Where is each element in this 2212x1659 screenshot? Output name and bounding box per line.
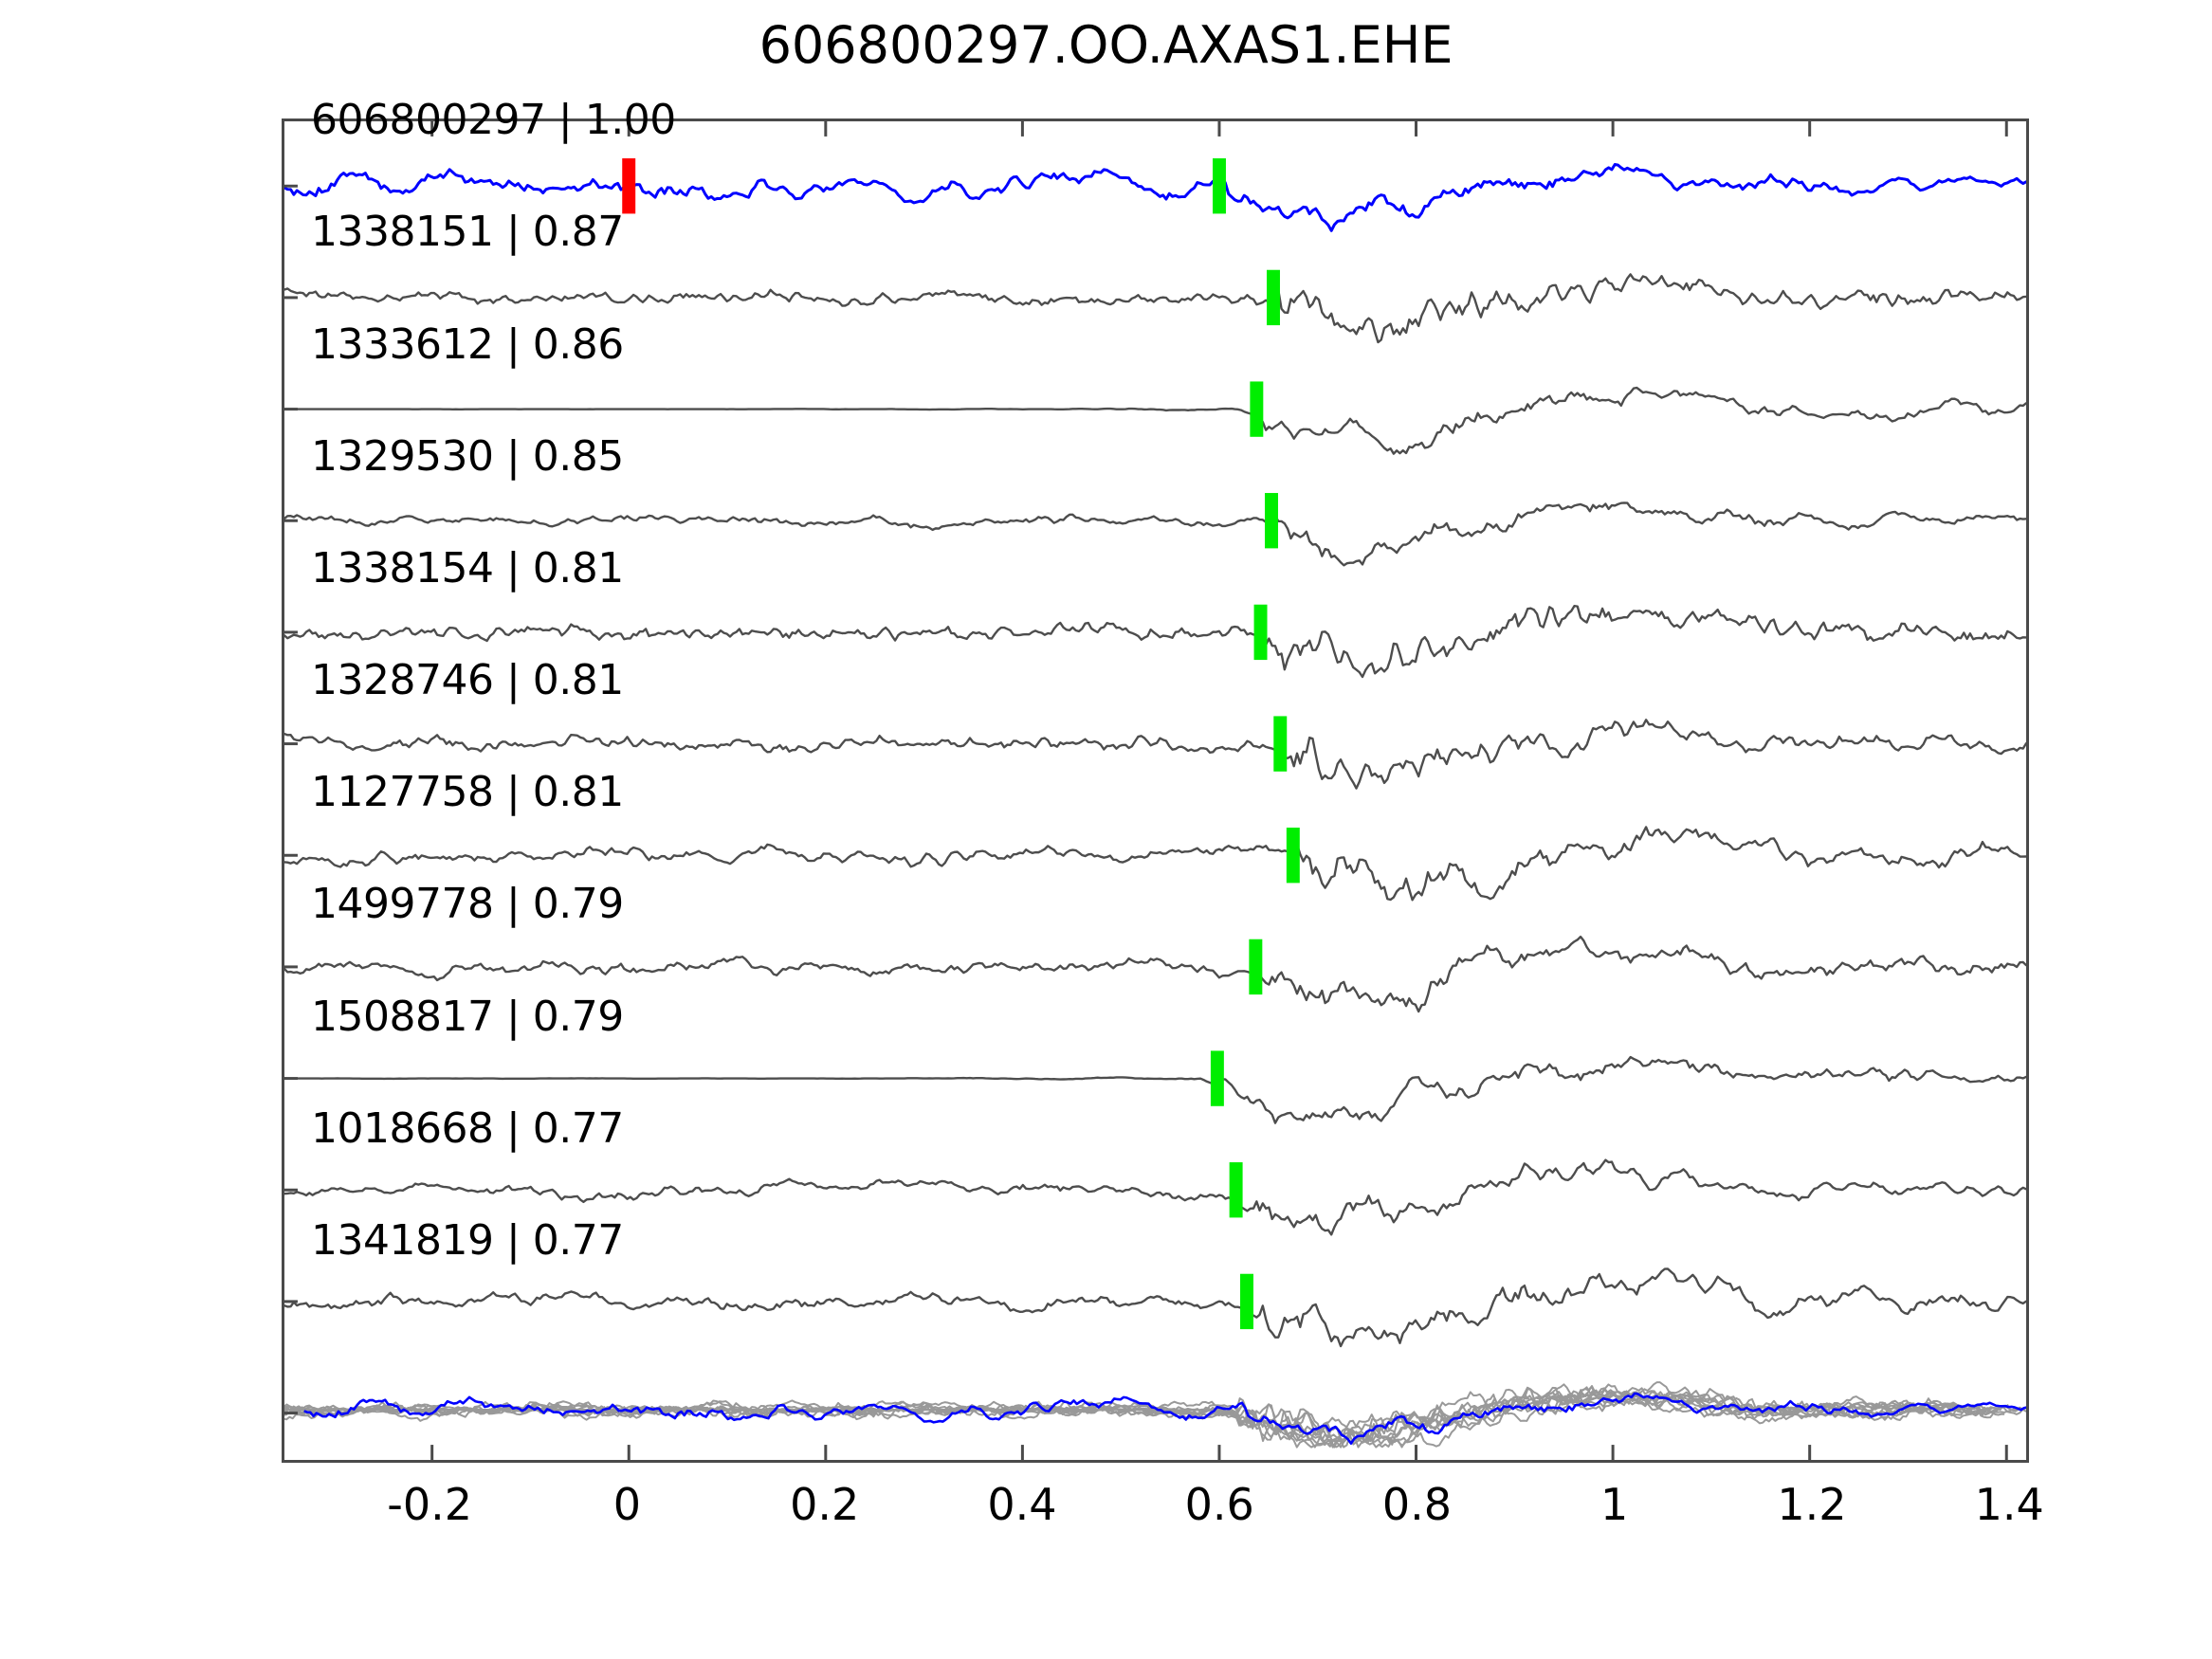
- detection-waveform: [284, 935, 2026, 1013]
- detection-pick-marker: [1273, 716, 1288, 772]
- trace-label: 1338154 | 0.81: [311, 543, 624, 592]
- detection-waveform: [284, 1158, 2026, 1236]
- detection-waveform: [284, 1267, 2026, 1348]
- detection-waveform: [284, 719, 2026, 790]
- template-pick-marker: [622, 158, 636, 214]
- stacked-template-waveform: [303, 1392, 2026, 1445]
- detection-pick-marker: [1249, 939, 1263, 995]
- trace-label: 1338151 | 0.87: [311, 208, 624, 257]
- stacked-detection-waveform: [284, 1381, 2020, 1449]
- trace-label: 1018668 | 0.77: [311, 1103, 624, 1153]
- trace-label: 1329530 | 0.85: [311, 431, 624, 481]
- x-axis-tick-labels: -0.2 0 0.2 0.4 0.6 0.8 1 1.2 1.4: [0, 1479, 2212, 1555]
- detection-pick-marker: [1267, 269, 1280, 326]
- trace-label: 1499778 | 0.79: [311, 880, 624, 929]
- waveform-canvas: [284, 121, 2026, 1460]
- detection-pick-marker: [1286, 828, 1300, 884]
- trace-label: 1341819 | 0.77: [311, 1215, 624, 1265]
- x-axis-tick-label: -0.2: [387, 1479, 473, 1530]
- x-axis-tick-label: 0.2: [790, 1479, 860, 1530]
- plot-axes: 606800297 | 1.00 1338151 | 0.87 1333612 | …: [282, 96, 2029, 1463]
- detection-waveform: [284, 273, 2026, 344]
- detection-pick-marker: [1229, 1162, 1243, 1218]
- template-waveform: [284, 163, 2026, 232]
- trace-label: 1333612 | 0.86: [311, 319, 624, 369]
- trace-label: 606800297 | 1.00: [311, 96, 676, 145]
- page-title: 606800297.OO.AXAS1.EHE: [759, 15, 1453, 75]
- detection-pick-marker: [1265, 493, 1278, 549]
- detection-waveform: [284, 826, 2026, 902]
- detection-waveform: [284, 605, 2026, 679]
- x-axis-tick-label: 1: [1600, 1479, 1629, 1530]
- trace-label: 1508817 | 0.79: [311, 992, 624, 1041]
- stack-overlay-row: [284, 1381, 2026, 1449]
- template-secondary-pick-marker: [1213, 158, 1226, 214]
- trace-label: 1328746 | 0.81: [311, 656, 624, 705]
- x-axis-tick-label: 0.8: [1381, 1479, 1452, 1530]
- x-axis-tick-label: 0: [612, 1479, 642, 1530]
- stacked-detection-waveform: [305, 1391, 2026, 1449]
- x-axis-tick-label: 0.4: [987, 1479, 1057, 1530]
- detection-waveform: [284, 386, 2026, 455]
- detection-waveform: [284, 1055, 2026, 1124]
- detection-pick-marker: [1240, 1273, 1253, 1330]
- trace-label: 1127758 | 0.81: [311, 768, 624, 817]
- x-axis-tick-label: 1.4: [1974, 1479, 2044, 1530]
- detection-waveform: [284, 501, 2026, 567]
- x-axis-tick-label: 0.6: [1184, 1479, 1254, 1530]
- detection-pick-marker: [1210, 1050, 1224, 1106]
- x-axis-tick-label: 1.2: [1777, 1479, 1847, 1530]
- detection-pick-marker: [1253, 604, 1268, 661]
- detection-pick-marker: [1250, 381, 1264, 437]
